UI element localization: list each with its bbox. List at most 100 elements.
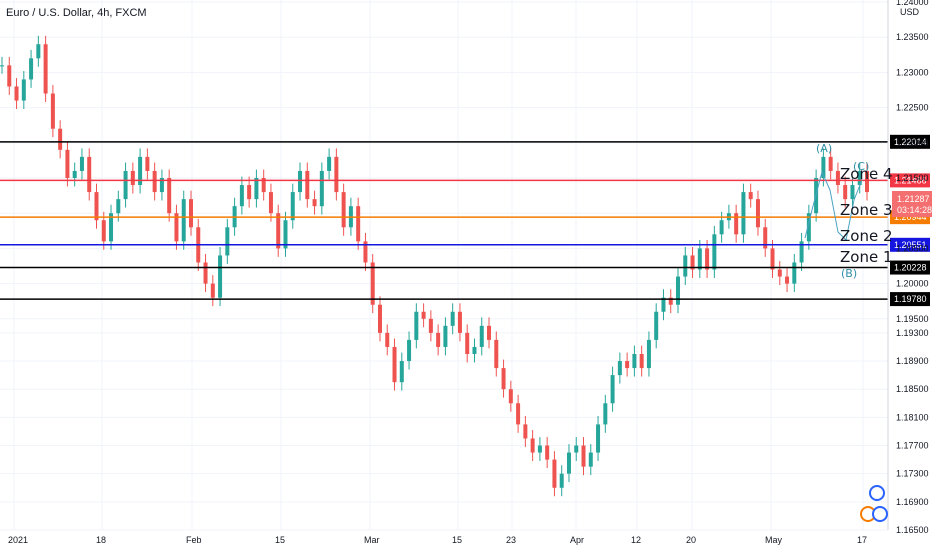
level-price-label: 1.19780 <box>894 294 927 304</box>
zone-3-label: Zone 3 <box>840 201 893 219</box>
candle-body <box>181 199 186 242</box>
time-tick-label: 17 <box>857 535 867 545</box>
candle-body <box>501 368 506 390</box>
candle-body <box>130 170 135 186</box>
time-tick-label: 18 <box>96 535 106 545</box>
price-tick-label: 1.22000 <box>896 138 929 148</box>
candle-body <box>777 269 782 277</box>
candle-body <box>748 192 753 200</box>
candle-body <box>152 170 157 193</box>
price-tick-label: 1.19300 <box>896 328 929 338</box>
candle-body <box>523 424 528 439</box>
candle-body <box>436 332 441 347</box>
horizontal-levels[interactable]: 1.22014 1.21466 1.20944 1.20551 1.20228 1.197… <box>0 134 930 307</box>
price-tick-label: 1.18500 <box>896 384 929 394</box>
candle-body <box>828 156 833 171</box>
candle-body <box>763 227 768 249</box>
price-tick-label: 1.17700 <box>896 441 929 451</box>
candle-body <box>123 170 128 200</box>
candle-body <box>516 403 521 425</box>
candle-body <box>450 311 455 326</box>
candle-body <box>668 297 673 305</box>
candle-body <box>690 255 695 270</box>
candle-body <box>225 227 230 256</box>
candle-body <box>341 192 346 228</box>
candle-body <box>457 311 462 333</box>
candle-body <box>661 297 666 312</box>
candle-body <box>203 262 208 284</box>
wave-path <box>804 170 863 242</box>
candle-body <box>319 170 324 207</box>
time-tick-label: 23 <box>506 535 516 545</box>
candle-body <box>755 199 760 228</box>
candle-body <box>465 332 470 354</box>
candle-body <box>167 178 172 214</box>
candle-body <box>94 192 99 221</box>
candle-body <box>407 339 412 362</box>
candle-body <box>174 213 179 242</box>
candle-body <box>261 178 266 193</box>
candle-body <box>625 361 630 369</box>
candle-body <box>741 192 746 235</box>
price-tick-label: 1.22500 <box>896 103 929 113</box>
time-tick-label: 15 <box>275 535 285 545</box>
candle-body <box>247 185 252 200</box>
wave-label-c: (C) <box>853 160 869 173</box>
candle-body <box>218 255 223 298</box>
candle-body <box>494 339 499 369</box>
wave-label-a: (A) <box>816 142 832 155</box>
price-tick-label: 1.23000 <box>896 67 929 77</box>
candle-body <box>472 346 477 354</box>
candle-body <box>603 403 608 425</box>
currency-label: USD <box>900 7 920 17</box>
candlestick-series <box>0 35 869 497</box>
time-axis: 2021 18 Feb 15 Mar 15 23 Apr 12 20 May 17 <box>8 535 867 545</box>
candle-body <box>487 325 492 340</box>
candle-body <box>334 156 339 193</box>
price-tick-label: 1.16900 <box>896 497 929 507</box>
candle-body <box>268 192 273 214</box>
candle-body <box>421 311 426 319</box>
candle-body <box>138 156 143 186</box>
candle-body <box>392 346 397 383</box>
candle-body <box>443 325 448 347</box>
candle-body <box>298 170 303 193</box>
zone-4-label: Zone 4 <box>840 165 893 183</box>
candle-body <box>58 128 63 150</box>
candle-body <box>865 170 869 193</box>
chart-title: Euro / U.S. Dollar, 4h, FXCM <box>6 7 147 19</box>
candle-body <box>821 156 826 178</box>
candle-body <box>654 311 659 340</box>
candle-body <box>363 241 368 263</box>
candle-body <box>50 93 55 129</box>
candle-body <box>646 339 651 369</box>
candle-body <box>581 445 586 467</box>
candle-body <box>843 185 848 200</box>
level-price-tag <box>890 134 930 149</box>
zone-2-label: Zone 2 <box>840 227 893 245</box>
candle-body <box>7 65 12 87</box>
zone-1-label: Zone 1 <box>840 248 893 266</box>
candle-body <box>639 354 644 369</box>
candle-body <box>239 185 244 207</box>
price-tick-label: 1.17300 <box>896 469 929 479</box>
candle-body <box>588 452 593 467</box>
level-price-label: 1.21466 <box>894 175 927 185</box>
candle-body <box>385 332 390 347</box>
time-tick-label: May <box>765 535 783 545</box>
candle-body <box>188 199 193 228</box>
price-tick-label: 1.16500 <box>896 525 929 535</box>
level-price-tag <box>890 292 930 307</box>
candle-body <box>254 178 259 200</box>
candle-body <box>14 86 19 101</box>
grid-lines <box>0 0 888 531</box>
price-tick-label: 1.20000 <box>896 279 929 289</box>
wave-label-b: (B) <box>841 267 857 280</box>
candle-body <box>705 248 710 270</box>
candle-body <box>327 156 332 171</box>
candle-body <box>770 248 775 270</box>
candle-body <box>552 459 557 488</box>
level-price-tag <box>890 260 930 275</box>
candle-body <box>632 354 637 369</box>
